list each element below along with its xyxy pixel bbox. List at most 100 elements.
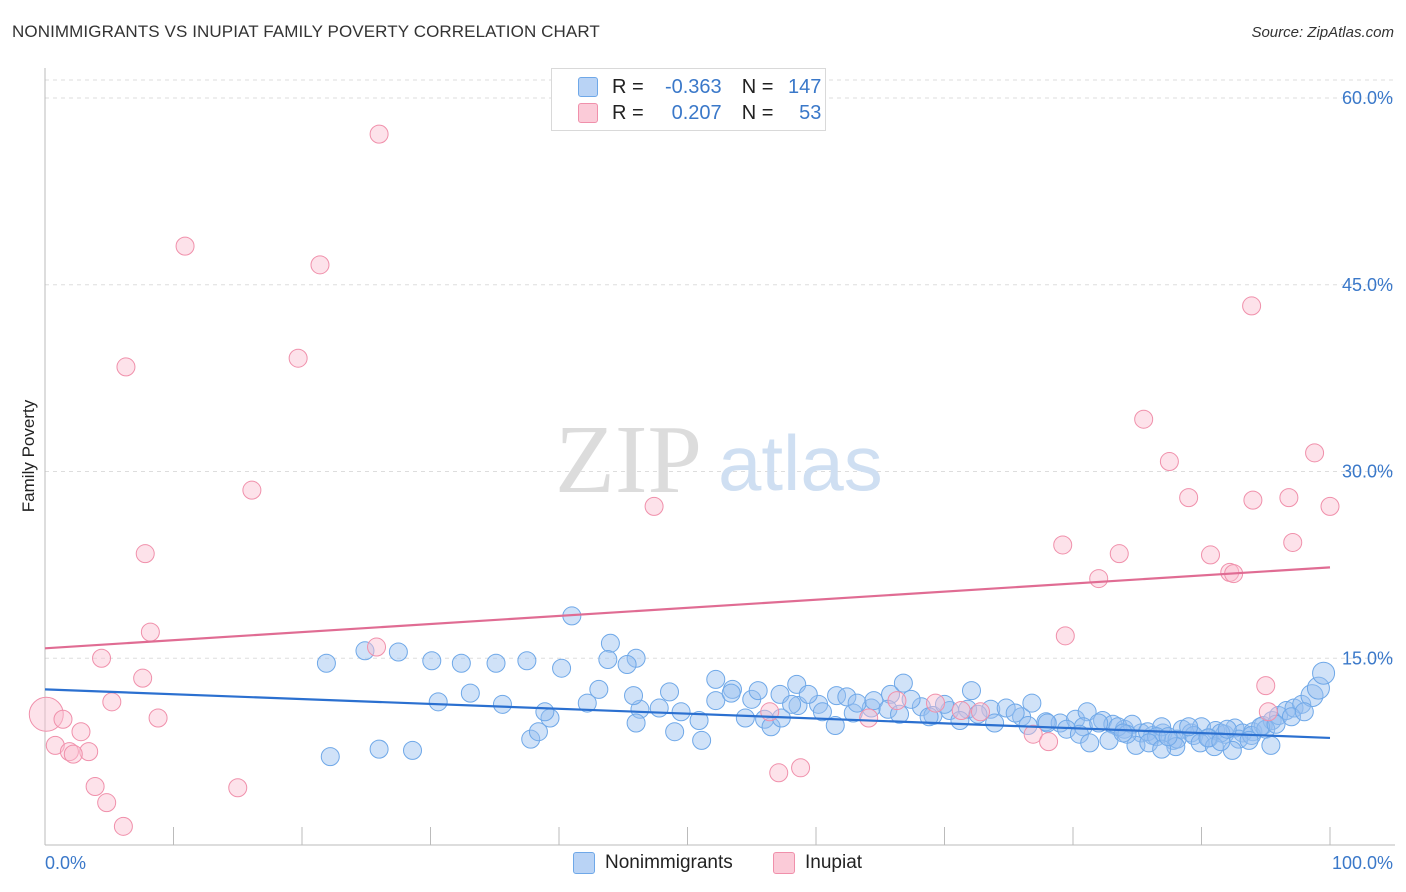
data-point	[93, 649, 111, 667]
y-axis-title: Family Poverty	[19, 399, 38, 512]
x-tick-label: 0.0%	[45, 853, 86, 873]
data-point	[518, 652, 536, 670]
data-point	[1284, 533, 1302, 551]
scatter-chart: ZIP atlas 15.0%30.0%45.0%60.0%0.0% 100.0%…	[0, 0, 1406, 892]
data-point	[1321, 497, 1339, 515]
data-point	[1257, 677, 1275, 695]
data-point	[661, 683, 679, 701]
stats-legend: R = -0.363 N = 147 R = 0.207 N = 53	[551, 68, 826, 131]
data-point	[311, 256, 329, 274]
data-point	[487, 654, 505, 672]
legend-r-value: 0.207	[650, 102, 722, 125]
data-point	[114, 817, 132, 835]
data-point	[136, 545, 154, 563]
data-point	[707, 670, 725, 688]
series-legend-inupiat[interactable]: Inupiat	[773, 852, 862, 874]
data-point	[134, 669, 152, 687]
legend-n-label: N =	[742, 76, 774, 99]
x-tick-label: 100.0%	[1332, 853, 1393, 873]
data-point	[117, 358, 135, 376]
data-point	[229, 779, 247, 797]
data-point	[672, 703, 690, 721]
data-point	[370, 740, 388, 758]
data-point	[599, 650, 617, 668]
data-point	[1262, 736, 1280, 754]
data-point	[888, 692, 906, 710]
data-point	[141, 623, 159, 641]
data-point	[461, 684, 479, 702]
data-point	[1135, 410, 1153, 428]
trend-line	[45, 689, 1330, 738]
data-point	[1180, 489, 1198, 507]
data-point	[749, 682, 767, 700]
legend-n-value: 147	[781, 76, 821, 99]
data-point	[423, 652, 441, 670]
legend-r-label: R =	[612, 102, 644, 125]
legend-r-label: R =	[612, 76, 644, 99]
data-point	[1306, 444, 1324, 462]
y-tick-label: 60.0%	[1342, 88, 1393, 108]
data-point	[601, 634, 619, 652]
data-point	[103, 693, 121, 711]
legend-row-inupiat: R = 0.207 N = 53	[578, 101, 821, 125]
y-tick-label: 15.0%	[1342, 648, 1393, 668]
data-point	[98, 794, 116, 812]
data-point	[1056, 627, 1074, 645]
data-point	[792, 759, 810, 777]
data-point	[1201, 546, 1219, 564]
data-point	[1280, 489, 1298, 507]
data-point	[894, 674, 912, 692]
data-point	[590, 680, 608, 698]
legend-n-label: N =	[742, 102, 774, 125]
data-point	[1081, 734, 1099, 752]
data-point	[650, 699, 668, 717]
series-legend-nonimmigrants[interactable]: Nonimmigrants	[573, 852, 733, 874]
data-point	[243, 481, 261, 499]
legend-swatch-nonimmigrants	[578, 77, 598, 97]
data-point	[429, 693, 447, 711]
data-point	[1054, 536, 1072, 554]
data-point	[848, 694, 866, 712]
data-point	[722, 684, 740, 702]
data-point	[770, 764, 788, 782]
data-point	[1090, 570, 1108, 588]
trend-line	[45, 567, 1330, 648]
data-point	[799, 685, 817, 703]
watermark-zip: ZIP	[555, 406, 702, 514]
gridlines	[45, 80, 1395, 658]
series-swatch-nonimmigrants	[573, 852, 595, 874]
data-point	[625, 687, 643, 705]
series-label-nonimmigrants: Nonimmigrants	[605, 852, 733, 874]
data-point	[627, 714, 645, 732]
data-point	[54, 710, 72, 728]
data-point	[452, 654, 470, 672]
data-point	[783, 695, 801, 713]
data-point	[389, 643, 407, 661]
data-point	[666, 723, 684, 741]
legend-swatch-inupiat	[578, 103, 598, 123]
watermark-atlas: atlas	[718, 419, 883, 507]
data-point	[64, 745, 82, 763]
data-point	[927, 694, 945, 712]
data-point	[321, 748, 339, 766]
data-point	[971, 703, 989, 721]
data-point	[368, 638, 386, 656]
data-point	[1023, 694, 1041, 712]
data-point	[1313, 662, 1335, 684]
data-point	[149, 709, 167, 727]
data-point	[86, 777, 104, 795]
data-point	[1243, 297, 1261, 315]
legend-row-nonimmigrants: R = -0.363 N = 147	[578, 75, 821, 99]
data-point	[493, 695, 511, 713]
data-point	[618, 655, 636, 673]
legend-r-value: -0.363	[650, 76, 722, 99]
y-tick-label: 30.0%	[1342, 462, 1393, 482]
data-point	[289, 349, 307, 367]
data-point	[1295, 703, 1313, 721]
data-point	[1218, 720, 1236, 738]
data-point	[1114, 724, 1132, 742]
data-point	[1244, 491, 1262, 509]
data-point	[1160, 453, 1178, 471]
watermark: ZIP atlas	[555, 406, 883, 514]
data-point	[1040, 733, 1058, 751]
